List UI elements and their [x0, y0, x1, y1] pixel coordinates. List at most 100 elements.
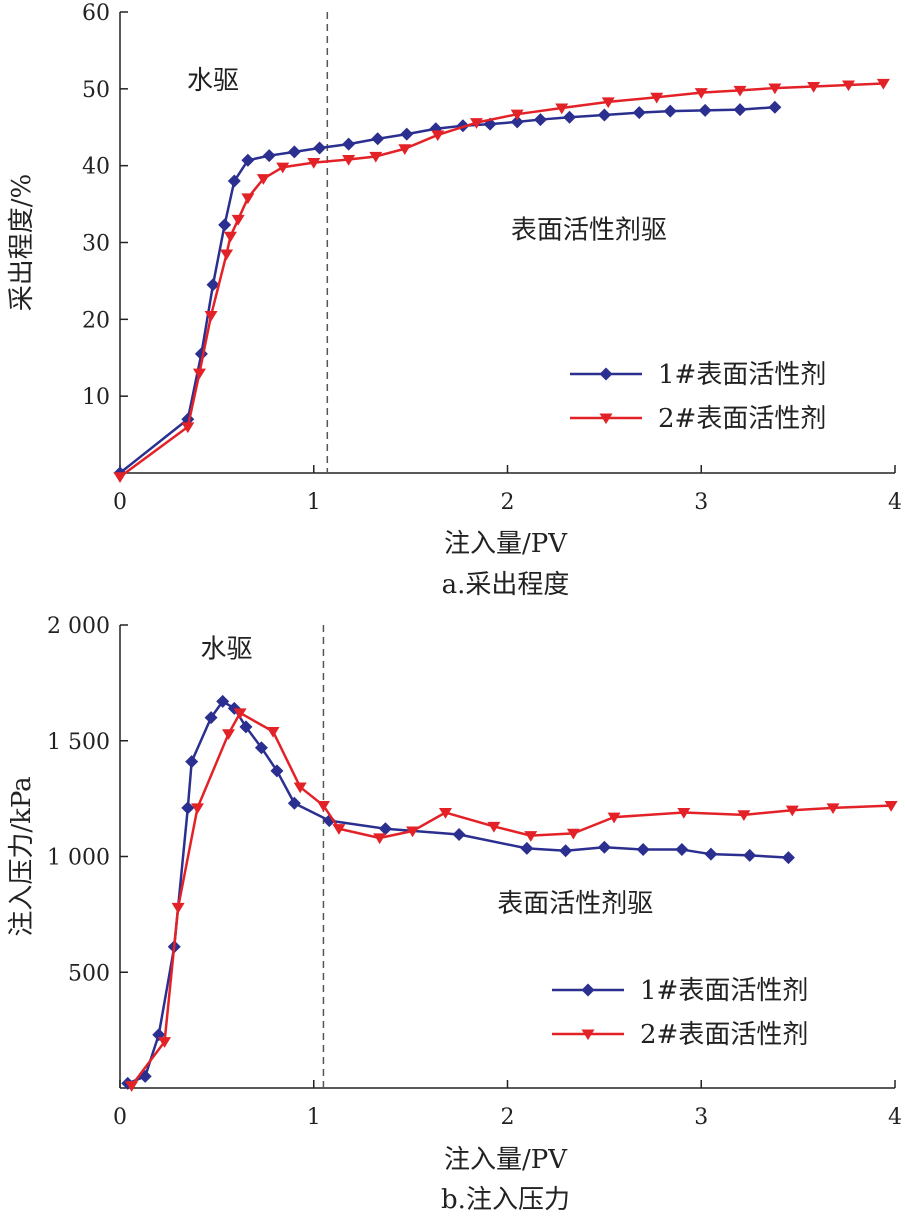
series-2-point: [332, 824, 346, 835]
series-2-point: [566, 828, 580, 840]
series-2-point: [241, 193, 255, 205]
series-1-point: [218, 218, 232, 232]
series-2-point: [158, 1037, 172, 1048]
y-tick-label: 50: [82, 78, 110, 103]
series-2-point: [601, 97, 615, 109]
x-tick-label: 1: [307, 490, 321, 515]
x-axis-label: 注入量/PV: [444, 529, 568, 559]
series-1-point: [663, 104, 677, 118]
series-2-point: [406, 826, 420, 838]
series-1-point: [185, 755, 199, 769]
series-1-point: [559, 844, 573, 858]
series-2-point: [439, 807, 452, 819]
series-1-point: [636, 843, 650, 857]
y-tick-label: 2 000: [47, 614, 110, 639]
series-1-point: [287, 145, 301, 159]
series-1-point: [768, 100, 782, 114]
stage-annotation: 水驱: [187, 66, 239, 96]
y-tick-label: 30: [82, 232, 110, 257]
series-2-point: [733, 85, 747, 97]
series-1-point: [206, 278, 220, 292]
series-1-point: [400, 127, 414, 141]
series-2-point: [223, 231, 237, 243]
y-axis-label: 采出程度/%: [7, 174, 37, 311]
legend-label-1: 1#表面活性剂: [640, 976, 808, 1006]
series-2-point: [316, 801, 330, 812]
series-2-point: [369, 151, 383, 163]
series-2-point: [171, 902, 185, 914]
y-axis-label: 注入压力/kPa: [7, 776, 37, 936]
series-1-point: [781, 851, 795, 865]
series-2-point: [694, 88, 708, 99]
series-1-point: [254, 741, 268, 755]
series-1-point: [533, 113, 547, 127]
series-2-point: [807, 81, 821, 93]
x-tick-label: 0: [113, 1105, 127, 1130]
x-tick-label: 0: [113, 490, 127, 515]
series-1-point: [597, 108, 611, 122]
series-2-point: [220, 249, 234, 261]
series-2-point: [555, 103, 569, 115]
legend-label-1: 1#表面活性剂: [658, 360, 826, 390]
y-tick-label: 1 500: [47, 730, 110, 755]
series-1-point: [597, 840, 611, 854]
x-axis-label: 注入量/PV: [444, 1145, 568, 1175]
series-2-point: [607, 812, 621, 824]
series-2-point: [842, 80, 855, 92]
series-1-point: [371, 132, 385, 146]
series-2-point: [276, 162, 290, 174]
series-1-point: [733, 103, 747, 117]
series-1-point: [675, 843, 689, 857]
series-1-point: [743, 848, 757, 862]
series-1-point: [270, 764, 284, 778]
x-tick-label: 4: [888, 490, 902, 515]
panel-caption: a.采出程度: [442, 570, 570, 600]
legend-label-2: 2#表面活性剂: [658, 404, 826, 434]
series-2-point: [650, 92, 664, 104]
panel-caption: b.注入压力: [441, 1185, 570, 1215]
series-1-point: [204, 711, 218, 725]
legend-label-2: 2#表面活性剂: [640, 1020, 808, 1050]
series-1-point: [241, 153, 255, 167]
series-2-point: [884, 801, 898, 812]
series-2-point: [113, 472, 127, 484]
series-2-point: [431, 130, 445, 142]
stage-annotation: 表面活性剂驱: [511, 216, 667, 246]
series-1-point: [452, 828, 466, 842]
x-tick-label: 2: [501, 1105, 515, 1130]
series-1-point: [239, 720, 253, 734]
series-2-point: [876, 78, 890, 90]
x-tick-label: 3: [694, 490, 708, 515]
series-2-point: [510, 109, 524, 121]
stage-annotation: 水驱: [201, 634, 253, 664]
series-1-point: [216, 694, 230, 708]
series-1-point: [632, 106, 646, 120]
legend-marker-2: [599, 413, 613, 425]
y-tick-label: 500: [68, 961, 110, 986]
series-1-point: [342, 137, 356, 151]
y-tick-label: 1 000: [47, 846, 110, 871]
series-1-point: [181, 801, 195, 815]
series-2-point: [191, 803, 204, 815]
series-2-point: [125, 1081, 139, 1092]
series-1-point: [262, 149, 276, 163]
y-tick-label: 40: [82, 155, 110, 180]
stage-annotation: 表面活性剂驱: [497, 889, 653, 919]
series-line-2: [130, 711, 892, 1087]
x-tick-label: 1: [307, 1105, 321, 1130]
x-tick-label: 3: [694, 1105, 708, 1130]
series-2-point: [826, 803, 840, 815]
series-2-point: [398, 144, 412, 155]
legend-marker-2: [581, 1029, 595, 1041]
series-2-point: [266, 726, 280, 738]
series-2-point: [231, 214, 245, 226]
legend-marker-1: [581, 983, 595, 997]
series-1-point: [378, 822, 392, 836]
series-2-point: [768, 83, 782, 95]
series-2-point: [342, 154, 356, 166]
series-1-point: [287, 796, 301, 810]
series-2-point: [256, 174, 270, 185]
